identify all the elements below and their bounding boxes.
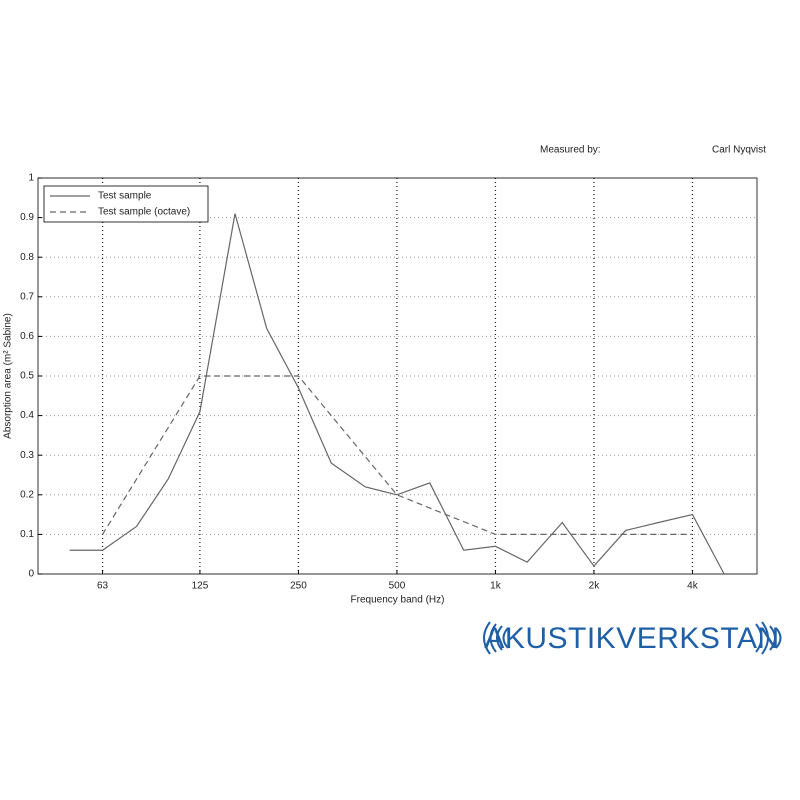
- x-tick-label: 250: [290, 581, 307, 592]
- x-tick-label: 63: [97, 581, 109, 592]
- y-tick-label: 0.8: [20, 252, 34, 263]
- measured-by-label: Measured by:: [540, 145, 601, 156]
- logo-wave: [769, 625, 776, 651]
- y-tick-label: 0.9: [20, 212, 34, 223]
- logo: [483, 621, 782, 655]
- measured-by: Carl Nyqvist: [712, 145, 766, 156]
- y-tick-label: 1: [28, 173, 34, 184]
- y-tick-label: 0: [28, 569, 34, 580]
- logo-text: AKUSTIKVERKSTAN: [484, 622, 779, 655]
- x-tick-label: 125: [192, 581, 209, 592]
- y-tick-label: 0.2: [20, 489, 34, 500]
- y-tick-label: 0.4: [20, 410, 34, 421]
- legend-label: Test sample: [98, 191, 152, 202]
- x-axis-label: Frequency band (Hz): [351, 595, 445, 606]
- logo-wave: [489, 623, 497, 653]
- legend-box: [43, 185, 209, 223]
- x-tick-label: 4k: [687, 581, 699, 592]
- y-tick-label: 0.7: [20, 291, 34, 302]
- logo-wave: [502, 627, 509, 649]
- x-tick-label: 2k: [589, 581, 601, 592]
- y-tick-label: 0.5: [20, 371, 34, 382]
- plot-frame: [37, 177, 758, 575]
- series-line: [102, 375, 693, 535]
- x-tick-label: 1k: [490, 581, 502, 592]
- y-tick-label: 0.6: [20, 331, 34, 342]
- logo-wave: [775, 627, 782, 649]
- logo-wave: [496, 625, 503, 651]
- logo-wave: [755, 623, 763, 653]
- logo-wave: [761, 621, 769, 655]
- series-line: [69, 213, 725, 575]
- x-tick-label: 500: [389, 581, 406, 592]
- legend-label: Test sample (octave): [98, 207, 190, 218]
- y-axis-label: Absorption area (m² Sabine): [3, 313, 14, 439]
- y-tick-label: 0.3: [20, 450, 34, 461]
- logo-wave: [483, 621, 491, 655]
- y-tick-label: 0.1: [20, 529, 34, 540]
